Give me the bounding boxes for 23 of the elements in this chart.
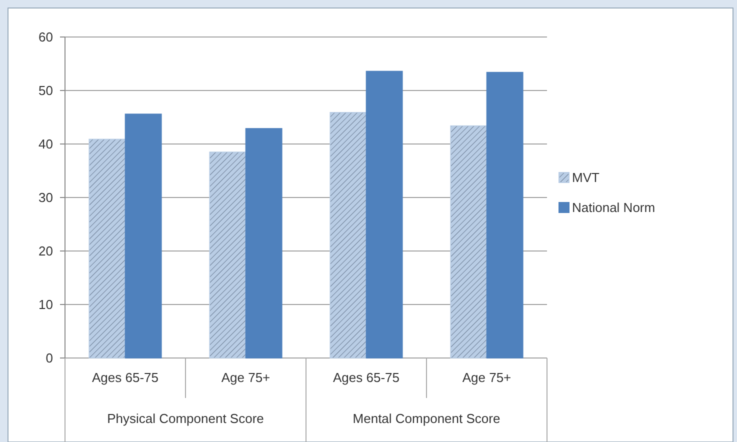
x-tick-label: Ages 65-75 bbox=[92, 370, 158, 385]
x-tick-label: Ages 65-75 bbox=[333, 370, 400, 385]
bar bbox=[486, 72, 524, 358]
text: Physical Component Score bbox=[107, 411, 264, 426]
y-tick-label: 60 bbox=[38, 30, 53, 45]
text: Mental Component Score bbox=[352, 411, 500, 426]
y-tick-label: 20 bbox=[38, 244, 53, 259]
y-tick-label: 40 bbox=[38, 136, 53, 152]
bar bbox=[245, 128, 282, 358]
bar bbox=[450, 125, 488, 358]
legend-label: MVT bbox=[572, 170, 600, 186]
bar bbox=[330, 112, 367, 358]
y-tick-label: 0 bbox=[46, 350, 53, 366]
legend-label: National Norm bbox=[572, 200, 656, 216]
bar bbox=[209, 152, 246, 358]
bar bbox=[366, 70, 403, 358]
y-tick-label: 10 bbox=[38, 297, 53, 312]
y-tick-label: 30 bbox=[38, 190, 53, 206]
y-tick-label: 50 bbox=[38, 83, 53, 98]
bar bbox=[88, 138, 126, 358]
x-tick-label: Age 75+ bbox=[221, 370, 270, 385]
bar bbox=[124, 114, 162, 358]
x-tick-label: Age 75+ bbox=[462, 370, 512, 385]
